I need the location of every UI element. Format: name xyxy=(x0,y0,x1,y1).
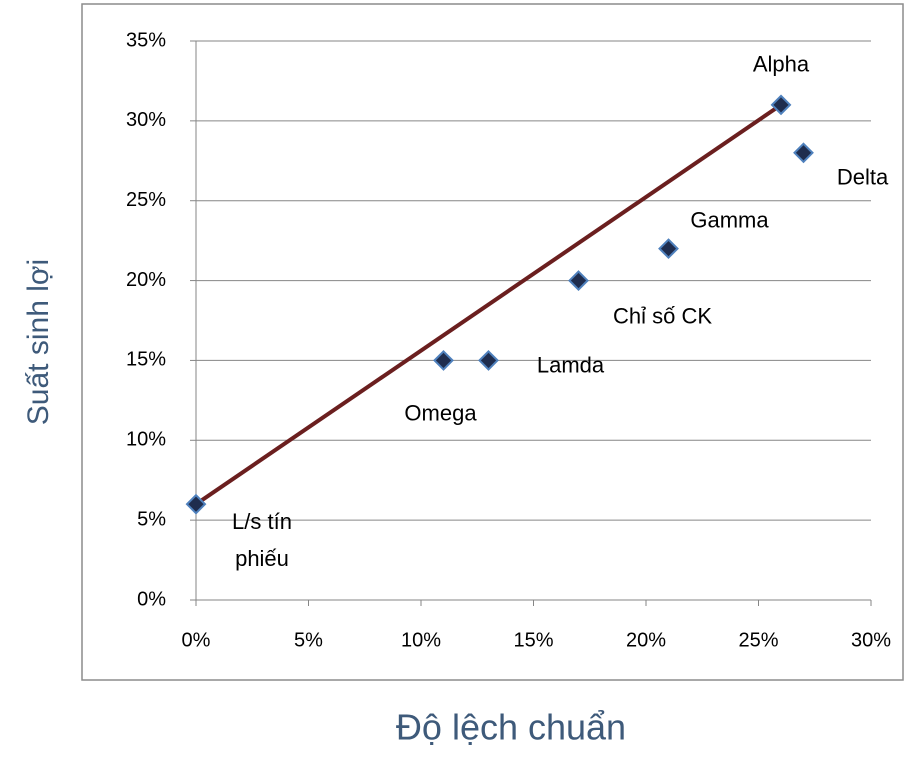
x-tick-label: 0% xyxy=(182,629,211,651)
marker xyxy=(478,350,499,371)
y-tick-label: 15% xyxy=(126,349,166,371)
chart-frame xyxy=(81,3,904,681)
marker xyxy=(793,142,814,164)
point-label: Delta xyxy=(836,164,889,190)
point-label: Gamma xyxy=(690,207,769,233)
x-tick-label: 20% xyxy=(626,629,666,651)
x-tick-label: 10% xyxy=(401,629,441,651)
x-tick-label: 30% xyxy=(851,629,891,651)
y-tick-label: 35% xyxy=(126,29,166,51)
x-tick-label: 25% xyxy=(738,629,778,651)
y-tick-label: 5% xyxy=(137,508,166,530)
marker xyxy=(433,350,454,371)
point-label: Omega xyxy=(404,400,477,426)
y-tick-label: 25% xyxy=(126,189,166,211)
line xyxy=(194,103,783,506)
y-tick-label: 0% xyxy=(137,588,166,610)
x-tick-label: 5% xyxy=(294,629,323,651)
y-axis-title: Suất sinh lợi xyxy=(22,259,55,425)
marker xyxy=(568,270,589,291)
point-label: Alpha xyxy=(752,51,810,77)
marker xyxy=(770,94,792,116)
x-tick-label: 15% xyxy=(513,629,553,651)
x-axis-title: Độ lệch chuẩn xyxy=(396,707,626,748)
marker xyxy=(658,238,679,260)
point-label: Lamda xyxy=(536,352,605,378)
point-label: L/s tín phiếu xyxy=(232,509,292,572)
point-label: Chỉ số CK xyxy=(612,303,713,329)
y-tick-label: 30% xyxy=(126,109,166,131)
marker xyxy=(185,493,207,515)
y-tick-label: 20% xyxy=(126,269,166,291)
y-tick-label: 10% xyxy=(126,429,166,451)
